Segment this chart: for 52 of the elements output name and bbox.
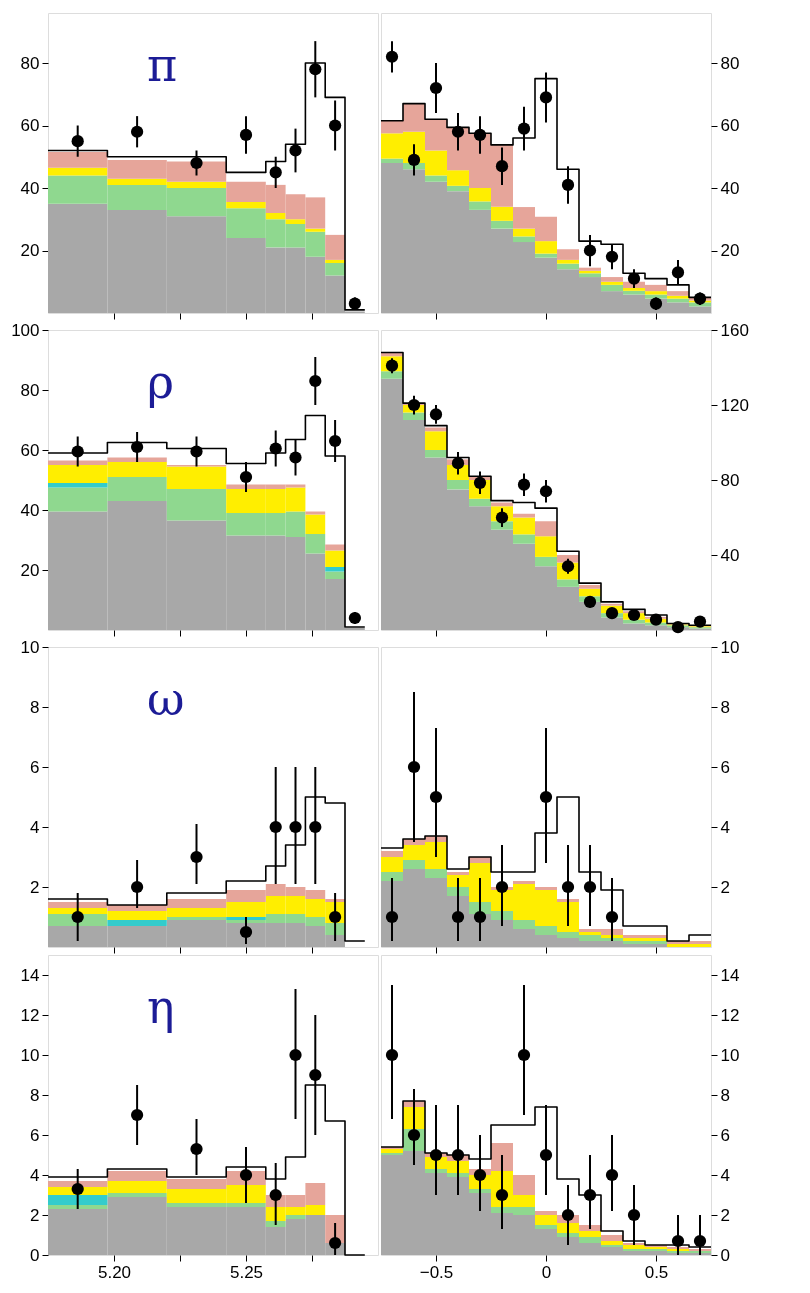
y-tick-label: 2	[30, 877, 40, 897]
y-tick-label: 14	[720, 965, 740, 985]
y-tick-label: 6	[30, 1125, 40, 1145]
y-tick-label: 8	[720, 1085, 730, 1105]
y-tick-label: 8	[720, 697, 730, 717]
y-tick-label: 80	[720, 53, 740, 73]
y-tick-label: 20	[720, 241, 740, 260]
y-tick-label: 2	[30, 1205, 40, 1225]
y-tick-label: 12	[20, 1005, 40, 1025]
y-tick-label: 6	[30, 757, 40, 777]
y-tick-label: 40	[20, 500, 40, 520]
y-tick-label: 40	[720, 545, 740, 565]
y-tick-label: 4	[30, 1165, 40, 1185]
y-tick-label: 4	[30, 817, 40, 837]
y-tick-label: 4	[720, 817, 730, 837]
y-tick-label: 12	[720, 1005, 740, 1025]
y-tick-label: 100	[11, 320, 40, 340]
y-tick-label: 20	[20, 241, 40, 260]
y-tick-label: 80	[720, 470, 740, 490]
y-tick-label: 0	[30, 1245, 40, 1265]
y-tick-label: 8	[30, 1085, 40, 1105]
y-tick-label: 6	[720, 1125, 730, 1145]
x-tick-label: 0	[541, 1262, 552, 1282]
y-tick-label: 2	[720, 1205, 730, 1225]
y-tick-label: 14	[20, 965, 40, 985]
x-tick-label: 0.5	[644, 1262, 669, 1282]
y-tick-label: 40	[720, 178, 740, 198]
y-tick-label: 60	[720, 116, 740, 135]
y-tick-label: 40	[20, 178, 40, 198]
y-tick-label: 160	[720, 320, 749, 340]
y-tick-label: 10	[720, 637, 740, 657]
x-tick-label: 5.20	[97, 1262, 132, 1282]
y-tick-label: 6	[720, 757, 730, 777]
y-tick-label: 80	[20, 53, 40, 73]
y-tick-label: 10	[20, 1045, 40, 1065]
y-tick-label: 0	[720, 1245, 730, 1265]
annotation: ω	[147, 672, 185, 726]
y-tick-label: 8	[30, 697, 40, 717]
y-tick-label: 60	[20, 440, 40, 460]
y-tick-label: 10	[20, 637, 40, 657]
y-tick-label: 60	[20, 116, 40, 135]
y-tick-label: 20	[20, 560, 40, 580]
y-tick-label: 120	[720, 395, 749, 415]
x-tick-label: −0.5	[419, 1262, 454, 1282]
annotation: π	[147, 38, 178, 92]
x-tick-label: 5.25	[229, 1262, 264, 1282]
y-tick-label: 80	[20, 380, 40, 400]
y-tick-label: 2	[720, 877, 730, 897]
annotation: ρ	[147, 355, 175, 409]
y-tick-label: 4	[720, 1165, 730, 1185]
y-tick-label: 10	[720, 1045, 740, 1065]
annotation: η	[147, 980, 175, 1034]
